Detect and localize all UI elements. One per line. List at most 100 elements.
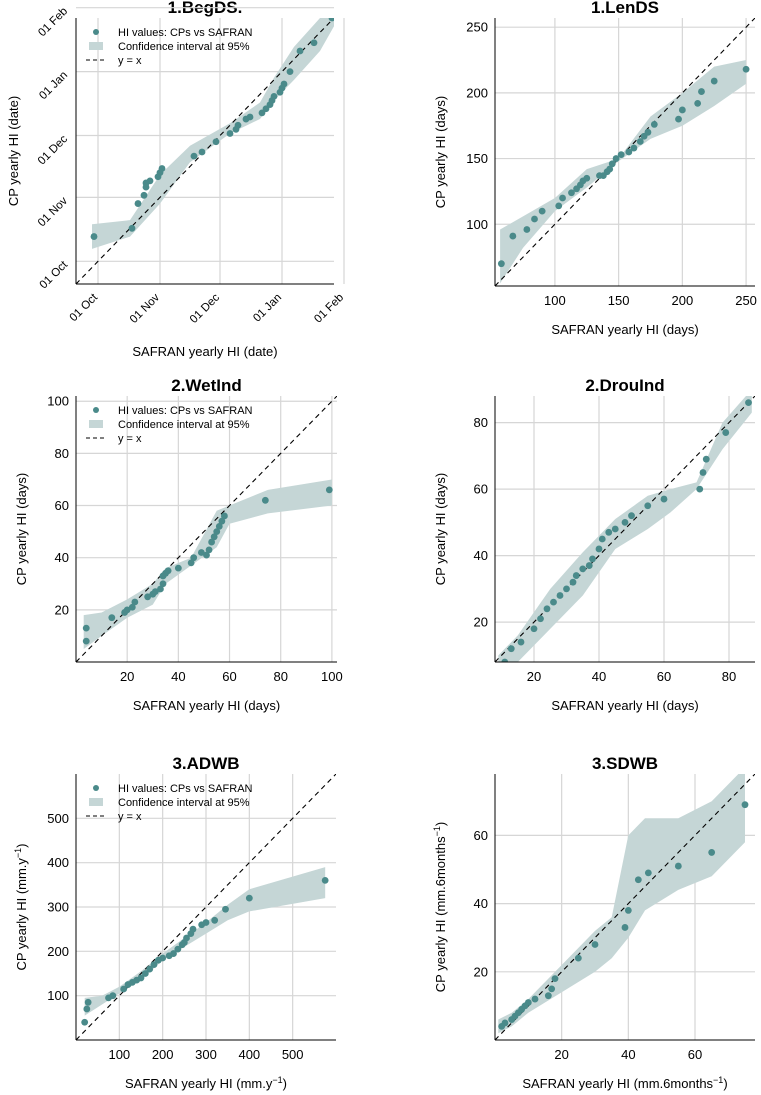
legend: HI values: CPs vs SAFRAN Confidence inter… [86, 783, 253, 823]
y-tick-label: 80 [474, 415, 488, 430]
y-tick-label: 60 [55, 498, 69, 513]
legend-band-label: Confidence interval at 95% [118, 419, 250, 431]
y-axis-label-exponent: −1 [432, 826, 442, 836]
data-point [208, 538, 216, 546]
chart-lends: 1.LenDS 100 150 200 250 100 150 200 250 SAFRAN ye… [433, 0, 757, 337]
legend-band-swatch [89, 420, 103, 428]
data-point [189, 925, 197, 933]
data-point [559, 194, 566, 202]
data-point [606, 165, 614, 173]
y-tick-label: 20 [474, 615, 488, 630]
x-tick-label: 100 [544, 293, 566, 308]
data-point [574, 954, 582, 962]
data-point [595, 545, 603, 553]
y-tick-label: 01 Feb [36, 5, 70, 39]
data-point [296, 47, 304, 55]
confidence-band [92, 18, 334, 249]
y-tick-label: 100 [466, 217, 488, 232]
legend: HI values: CPs vs SAFRAN Confidence inter… [86, 405, 253, 445]
data-point [699, 469, 707, 476]
data-point [137, 974, 145, 982]
x-axis-label-text: SAFRAN yearly HI (mm.6months [522, 1076, 713, 1091]
data-point [530, 625, 538, 633]
data-point [190, 152, 198, 160]
data-point [202, 919, 210, 926]
data-point [702, 455, 710, 463]
data-point [644, 502, 652, 510]
data-point [222, 905, 229, 913]
legend-band-label: Confidence interval at 95% [118, 41, 250, 53]
confidence-band [84, 867, 326, 1016]
data-point [583, 174, 591, 182]
y-axis-label: CP yearly HI (days) [433, 473, 448, 585]
y-axis-label: CP yearly HI (mm.y−1) [13, 843, 29, 970]
x-axis-label: SAFRAN yearly HI (days) [551, 698, 698, 713]
data-point [321, 877, 329, 884]
x-axis-label-close: ) [283, 1076, 287, 1091]
data-point [128, 224, 136, 232]
data-point [501, 1019, 509, 1027]
data-point [203, 551, 210, 559]
data-point [83, 1005, 91, 1013]
x-tick-label: 01 Nov [128, 291, 162, 325]
data-point [205, 546, 213, 554]
data-point [197, 549, 205, 556]
x-axis-label-text: SAFRAN yearly HI (days) [133, 698, 280, 713]
data-point [183, 934, 190, 942]
data-point [509, 232, 517, 240]
data-point [550, 598, 557, 606]
y-axis-label-text: CP yearly HI (days) [14, 473, 29, 585]
data-point [605, 528, 613, 536]
data-point [164, 567, 172, 575]
x-tick-label: 01 Oct [68, 291, 101, 324]
data-point [696, 485, 704, 493]
data-point [612, 155, 620, 162]
data-point [82, 624, 90, 632]
data-point [234, 121, 242, 129]
y-tick-label: 01 Nov [36, 195, 70, 229]
y-axis-label-text: CP yearly HI (mm.6months [433, 836, 448, 992]
chart-title: 3.SDWB [592, 754, 658, 773]
data-point [708, 849, 716, 856]
x-tick-label: 200 [672, 293, 694, 308]
y-tick-label: 100 [47, 988, 69, 1003]
x-axis-label-text: SAFRAN yearly HI (mm.y [125, 1076, 273, 1091]
x-tick-label: 40 [592, 669, 606, 684]
data-point [621, 924, 629, 931]
data-point [524, 999, 532, 1006]
data-point [634, 876, 642, 884]
data-point [325, 486, 333, 494]
data-point [636, 138, 644, 145]
data-point [722, 429, 730, 436]
y-axis-label-close: ) [433, 822, 448, 826]
data-point [551, 975, 559, 983]
data-point [608, 160, 616, 168]
data-point [226, 130, 234, 137]
data-point [211, 916, 219, 924]
data-point [568, 189, 575, 197]
confidence-band [498, 774, 745, 1034]
y-axis-label-text: CP yearly HI (days) [433, 96, 448, 208]
y-tick-label: 40 [474, 896, 488, 911]
data-point [694, 99, 702, 107]
data-point [190, 554, 198, 562]
chart-adwb: 3.ADWB 100 200 300 400 500 100 200 300 400 500 SAFR… [13, 754, 336, 1091]
data-point [280, 80, 288, 88]
data-point [745, 399, 752, 407]
legend-band-swatch [89, 798, 103, 806]
x-axis-label-text: SAFRAN yearly HI (days) [551, 698, 698, 713]
chart-sdwb: 3.SDWB 20 40 60 20 40 60 SAFRAN yearly HI (mm.6… [432, 754, 755, 1091]
y-tick-label: 60 [474, 828, 488, 843]
data-point [128, 603, 136, 611]
data-point [598, 535, 606, 543]
data-point [507, 645, 515, 653]
data-point [261, 496, 269, 504]
data-point [310, 39, 318, 47]
data-point [650, 121, 658, 128]
data-point [741, 801, 749, 809]
data-point [569, 578, 577, 586]
x-tick-label: 500 [282, 1047, 304, 1062]
chart-drouind: 2.DrouInd 20 40 60 80 20 40 60 80 SAFRAN yearly H… [433, 376, 755, 713]
x-axis-label: SAFRAN yearly HI (mm.6months−1) [522, 1075, 727, 1091]
data-point [221, 512, 228, 520]
